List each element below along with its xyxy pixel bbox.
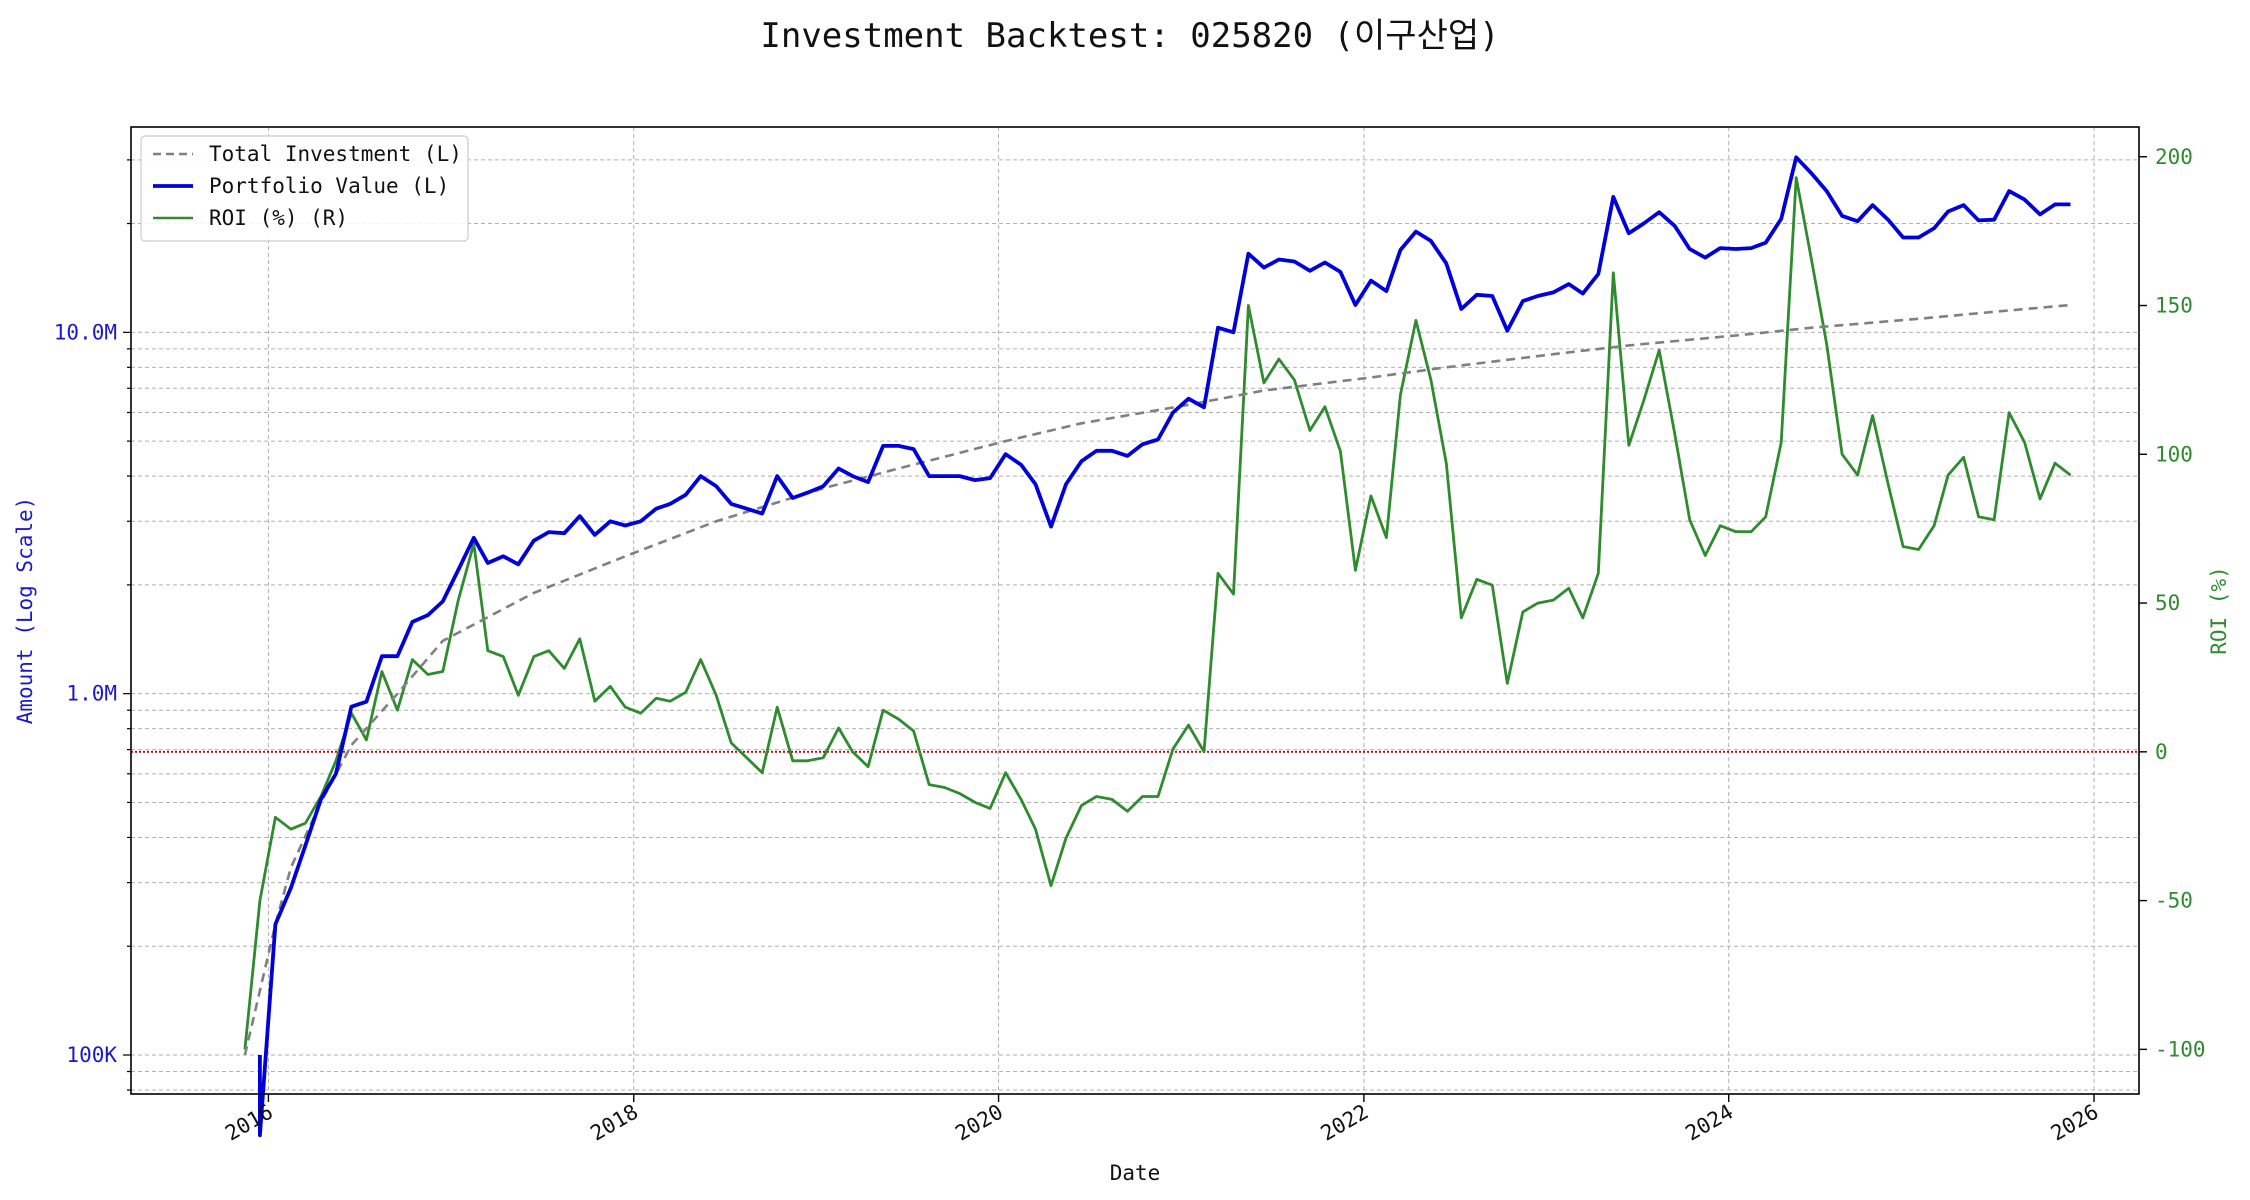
right-y-tick-label-0: -100 <box>2155 1037 2206 1061</box>
series-roi <box>243 176 2072 1050</box>
right-y-axis-label: ROI (%) <box>2207 566 2231 655</box>
left-y-axis-label: Amount (Log Scale) <box>13 497 37 725</box>
right-y-tick-label-6: 200 <box>2155 145 2193 169</box>
right-y-tick-label-2: 0 <box>2155 740 2168 764</box>
left-y-tick-label-2: 10.0M <box>54 320 117 344</box>
legend: Total Investment (L) Portfolio Value (L)… <box>140 135 469 242</box>
left-y-tick-label-0: 100K <box>66 1043 117 1067</box>
left-y-axis: 100K 1.0M 10.0M <box>54 159 131 1091</box>
right-y-tick-label-1: -50 <box>2155 889 2193 913</box>
right-y-axis: -100 -50 0 50 100 150 200 <box>2139 145 2206 1061</box>
right-y-tick-label-5: 150 <box>2155 294 2193 318</box>
legend-box <box>140 135 469 242</box>
right-y-tick-label-3: 50 <box>2155 591 2180 615</box>
left-y-tick-label-1: 1.0M <box>66 682 117 706</box>
right-y-tick-label-4: 100 <box>2155 442 2193 466</box>
legend-label-total-investment: Total Investment (L) <box>209 142 462 166</box>
series-total-investment <box>243 303 2071 1056</box>
chart-title: Investment Backtest: 025820 (이구산업) <box>760 16 1499 56</box>
legend-label-portfolio-value: Portfolio Value (L) <box>209 174 449 198</box>
series-portfolio-value <box>258 155 2071 1138</box>
plot-frame <box>130 126 2140 1095</box>
legend-label-roi: ROI (%) (R) <box>209 206 348 230</box>
grid <box>131 127 2139 1094</box>
x-axis-label: Date <box>1110 1161 1161 1185</box>
series-layer <box>243 155 2072 1138</box>
